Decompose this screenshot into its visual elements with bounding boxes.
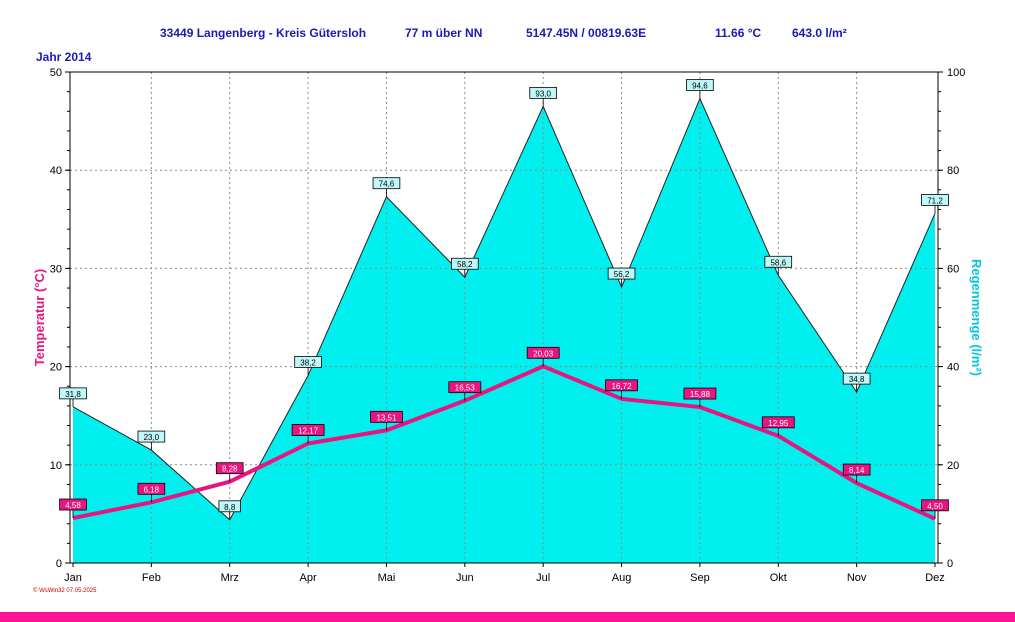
temperature-data-label: 8,14 bbox=[849, 466, 865, 475]
mean-temperature: 11.66 °C bbox=[715, 26, 762, 40]
temperature-data-label-box bbox=[59, 498, 87, 511]
x-axis-tick-label: Jan bbox=[64, 572, 82, 584]
temperature-data-label: 12,95 bbox=[768, 419, 789, 428]
rain-data-label: 71,2 bbox=[927, 196, 943, 205]
x-axis-tick-label: Feb bbox=[142, 572, 161, 584]
rain-data-label: 74,6 bbox=[379, 180, 395, 189]
temperature-data-label: 4,50 bbox=[927, 502, 943, 511]
rain-data-label: 38,2 bbox=[300, 358, 316, 367]
temperature-data-label-box bbox=[605, 379, 638, 392]
rain-data-label-box bbox=[686, 79, 714, 91]
rain-data-label: 23,0 bbox=[144, 433, 160, 442]
left-axis-title: Temperatur (°C) bbox=[32, 269, 47, 366]
rain-data-label: 34,8 bbox=[849, 375, 865, 384]
temperature-data-label-box bbox=[137, 482, 166, 495]
x-axis-tick-label: Dez bbox=[925, 572, 945, 584]
x-axis-tick-label: Jul bbox=[536, 572, 550, 584]
temperature-data-label: 6,18 bbox=[144, 485, 160, 494]
x-axis-tick-label: Mai bbox=[378, 572, 396, 584]
station-coordinates: 5147.45N / 00819.63E bbox=[526, 26, 647, 40]
rain-outline bbox=[72, 97, 936, 521]
temperature-data-label-box bbox=[448, 381, 482, 394]
temperature-data-label-box bbox=[683, 387, 717, 400]
x-axis-tick-label: Okt bbox=[770, 572, 787, 584]
temperature-data-label: 12,17 bbox=[298, 426, 319, 435]
rain-data-label: 58,2 bbox=[457, 260, 473, 269]
x-axis-tick-label: Jun bbox=[456, 572, 474, 584]
temperature-data-label-box bbox=[526, 346, 560, 359]
precipitation-total: 643.0 l/m² bbox=[792, 26, 847, 40]
rain-data-label: 31,8 bbox=[65, 390, 81, 399]
temperature-data-label: 20,03 bbox=[533, 349, 554, 358]
x-axis-tick-label: Mrz bbox=[221, 572, 239, 584]
rain-data-label-box bbox=[842, 372, 871, 385]
right-axis-tick-label: 20 bbox=[947, 460, 959, 472]
rain-data-label: 58,6 bbox=[770, 258, 786, 267]
chart-header: 33449 Langenberg - Kreis Gütersloh 77 m … bbox=[0, 26, 1015, 44]
year-label: Jahr 2014 bbox=[36, 50, 92, 64]
left-axis-tick-label: 30 bbox=[50, 263, 62, 275]
station-altitude: 77 m über NN bbox=[405, 26, 483, 40]
rain-data-label-box bbox=[921, 194, 949, 206]
left-axis-tick-label: 0 bbox=[56, 558, 62, 570]
station-name: 33449 Langenberg - Kreis Gütersloh bbox=[160, 26, 367, 40]
x-axis-tick-label: Nov bbox=[847, 572, 867, 584]
rain-area bbox=[73, 98, 935, 563]
temperature-data-label: 8,28 bbox=[222, 465, 238, 474]
taskbar-strip bbox=[0, 612, 1015, 622]
x-axis-tick-label: Sep bbox=[690, 572, 710, 584]
rain-data-label-box bbox=[372, 177, 401, 190]
temperature-data-label: 15,88 bbox=[690, 390, 711, 399]
rain-data-label-box bbox=[764, 255, 793, 268]
x-axis-tick-label: Aug bbox=[612, 572, 632, 584]
x-axis-tick-label: Apr bbox=[300, 572, 317, 584]
rain-data-label-box bbox=[137, 430, 166, 443]
rain-data-label-box bbox=[607, 267, 636, 280]
rain-data-label: 94,6 bbox=[692, 82, 708, 91]
temperature-data-label: 4,58 bbox=[65, 501, 81, 510]
temperature-data-label-box bbox=[921, 499, 949, 512]
temperature-data-label-box bbox=[842, 463, 871, 476]
temperature-data-label: 13,51 bbox=[376, 413, 397, 422]
right-axis-tick-label: 0 bbox=[947, 558, 953, 570]
rain-data-label: 8,8 bbox=[224, 503, 236, 512]
plot-frame bbox=[69, 71, 939, 564]
left-axis-tick-label: 10 bbox=[50, 460, 62, 472]
temperature-data-label-box bbox=[370, 410, 403, 423]
rain-data-label: 56,2 bbox=[614, 270, 630, 279]
left-axis-tick-label: 20 bbox=[50, 362, 62, 374]
rain-data-label-box bbox=[529, 86, 557, 99]
rain-data-label-box bbox=[59, 387, 87, 400]
rain-data-label: 93,0 bbox=[535, 89, 551, 98]
right-axis-tick-label: 60 bbox=[947, 263, 959, 275]
right-axis-tick-label: 40 bbox=[947, 362, 959, 374]
left-axis-tick-label: 40 bbox=[50, 165, 62, 177]
right-axis-tick-label: 100 bbox=[947, 67, 965, 79]
right-axis-title: Regenmenge (l/m²) bbox=[969, 259, 984, 376]
temperature-data-label: 16,72 bbox=[612, 382, 633, 391]
temperature-data-label-box bbox=[761, 416, 795, 429]
rain-data-label-box bbox=[294, 356, 322, 368]
footer-note: © WsWin32 07.05.2025 bbox=[33, 588, 97, 594]
left-axis-tick-label: 50 bbox=[50, 67, 62, 79]
temperature-line bbox=[72, 364, 936, 521]
temperature-data-label: 16,53 bbox=[455, 384, 476, 393]
rain-data-label-box bbox=[218, 500, 241, 513]
rain-data-label-box bbox=[451, 257, 479, 270]
temperature-data-label-box bbox=[215, 462, 244, 475]
right-axis-tick-label: 80 bbox=[947, 165, 959, 177]
temperature-data-label-box bbox=[291, 424, 325, 436]
